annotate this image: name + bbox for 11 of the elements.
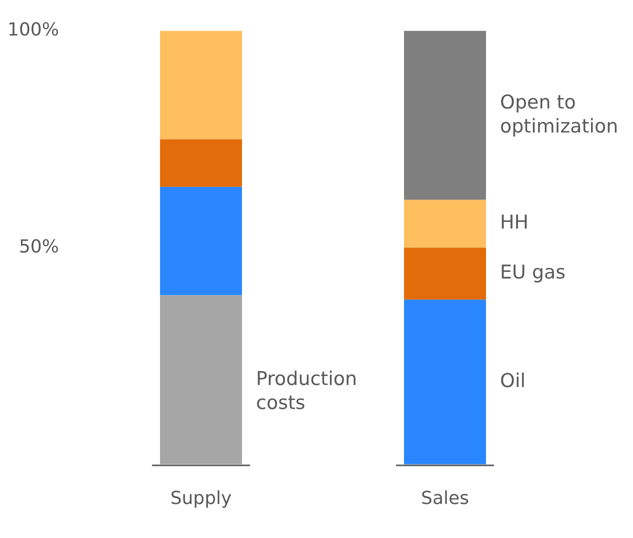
y-tick-label: 100%: [8, 19, 59, 40]
annotation: Oil: [500, 370, 526, 392]
annotation: HH: [500, 212, 529, 234]
annotation: EU gas: [500, 262, 566, 284]
bar: [160, 295, 242, 464]
y-tick-label: 50%: [18, 236, 59, 258]
annotation: Production costs: [256, 368, 358, 414]
bar: [404, 30, 486, 200]
x-tick-label: Sales: [421, 488, 469, 509]
annotation: Open to optimization: [500, 91, 618, 138]
x-tick-label: Supply: [170, 488, 232, 509]
